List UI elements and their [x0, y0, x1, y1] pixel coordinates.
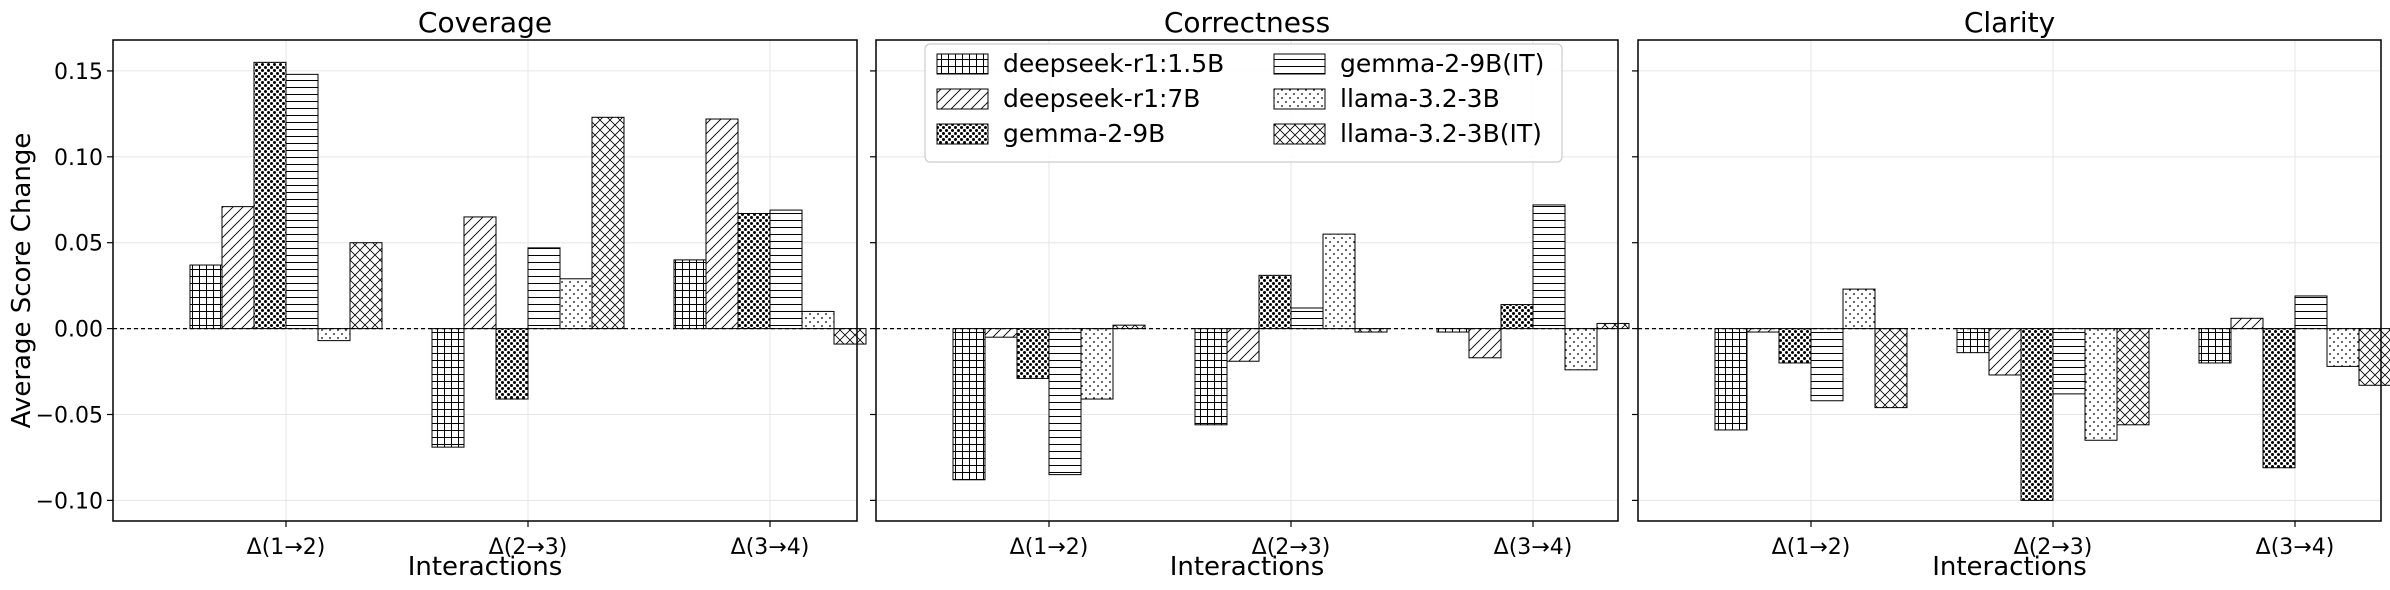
x-axis-label: Interactions	[408, 552, 563, 582]
panel-title: Correctness	[1164, 6, 1330, 39]
legend-label: gemma-2-9B(IT)	[1340, 49, 1544, 78]
bar-llama-3-2-3b-it-	[2358, 328, 2390, 386]
bar-gemma-2-9b	[1500, 304, 1534, 330]
bar-llama-3-2-3b	[1080, 328, 1114, 400]
x-tick-label: Δ(2→3)	[489, 535, 568, 560]
bar-llama-3-2-3b-it-	[1874, 328, 1908, 409]
y-tick-label: 0.10	[54, 146, 103, 171]
bar-deepseek-r1-7b	[1988, 328, 2022, 376]
bar-llama-3-2-3b-it-	[2116, 328, 2150, 426]
y-tick-label: 0.05	[54, 232, 103, 257]
panel-title: Coverage	[418, 6, 552, 39]
bar-gemma-2-9b	[1016, 328, 1050, 379]
panel-correctness: Δ(1→2) Δ(2→3) Δ(3→4) Correctness Interaction…	[870, 6, 1630, 582]
bar-gemma-2-9b	[1778, 328, 1812, 364]
bar-gemma-2-9b-it-	[769, 209, 803, 330]
legend-label: llama-3.2-3B(IT)	[1340, 119, 1542, 148]
bar-llama-3-2-3b-it-	[349, 242, 383, 330]
bar-gemma-2-9b-it-	[1810, 328, 1844, 402]
bar-deepseek-r1-1-5b	[189, 264, 223, 330]
legend-swatch-gemma-2-9b-it-	[1273, 53, 1326, 75]
bar-gemma-2-9b	[495, 328, 529, 400]
legend: deepseek-r1:1.5B deepseek-r1:7B gemma-2-9B…	[924, 43, 1563, 163]
bar-deepseek-r1-7b	[2230, 317, 2264, 330]
legend-label: gemma-2-9B	[1003, 119, 1165, 148]
bar-deepseek-r1-1-5b	[1714, 328, 1748, 431]
legend-swatch-gemma-2-9b	[936, 123, 989, 145]
y-tick-label: 0.15	[54, 60, 103, 85]
bar-llama-3-2-3b	[1842, 288, 1876, 330]
legend-swatch-llama-3-2-3b	[1273, 88, 1326, 110]
bar-deepseek-r1-7b	[1226, 328, 1260, 362]
y-tick-label: −0.05	[36, 403, 103, 428]
y-tick-label: 0.00	[54, 318, 103, 343]
bar-llama-3-2-3b	[1564, 328, 1598, 371]
bar-deepseek-r1-1-5b	[431, 328, 465, 448]
bar-llama-3-2-3b-it-	[591, 116, 625, 330]
x-axis-label: Interactions	[1170, 552, 1325, 582]
bar-deepseek-r1-7b	[221, 206, 255, 330]
legend-label: deepseek-r1:1.5B	[1003, 49, 1224, 78]
bar-llama-3-2-3b-it-	[1596, 322, 1630, 330]
x-tick-label: Δ(1→2)	[247, 535, 326, 560]
bar-llama-3-2-3b	[317, 328, 351, 342]
x-tick-label: Δ(1→2)	[1772, 535, 1851, 560]
bar-gemma-2-9b-it-	[1290, 307, 1324, 330]
legend-swatch-llama-3-2-3b-it-	[1273, 123, 1326, 145]
x-tick-label: Δ(2→3)	[1252, 535, 1331, 560]
bar-llama-3-2-3b-it-	[833, 328, 867, 345]
bar-gemma-2-9b-it-	[2052, 328, 2086, 395]
bar-gemma-2-9b-it-	[285, 73, 319, 330]
bar-llama-3-2-3b	[1322, 233, 1356, 330]
x-tick-label: Δ(1→2)	[1010, 535, 1089, 560]
x-tick-label: Δ(3→4)	[1494, 535, 1573, 560]
bar-gemma-2-9b-it-	[1048, 328, 1082, 476]
panel-clarity: Δ(1→2) Δ(2→3) Δ(3→4) Clarity Interactions	[1632, 6, 2390, 582]
bar-llama-3-2-3b	[2084, 328, 2118, 441]
y-axis-label: Average Score Change	[7, 133, 37, 429]
x-axis-label: Interactions	[1932, 552, 2087, 582]
legend-swatch-deepseek-r1-7b	[936, 88, 989, 110]
bar-gemma-2-9b-it-	[1532, 204, 1566, 330]
bar-llama-3-2-3b-it-	[1354, 328, 1388, 333]
x-tick-label: Δ(3→4)	[731, 535, 810, 560]
x-tick-label: Δ(3→4)	[2256, 535, 2335, 560]
bar-deepseek-r1-7b	[705, 118, 739, 330]
bar-deepseek-r1-1-5b	[952, 328, 986, 481]
bar-deepseek-r1-7b	[463, 216, 497, 330]
bar-deepseek-r1-1-5b	[1956, 328, 1990, 354]
bar-llama-3-2-3b	[2326, 328, 2360, 367]
bar-deepseek-r1-1-5b	[1194, 328, 1228, 426]
axes-frame	[875, 39, 1619, 522]
bar-gemma-2-9b-it-	[527, 247, 561, 330]
bar-gemma-2-9b-it-	[2294, 295, 2328, 330]
legend-swatch-deepseek-r1-1-5b	[936, 53, 989, 75]
bar-deepseek-r1-1-5b	[2198, 328, 2232, 364]
bar-gemma-2-9b	[2020, 328, 2054, 501]
bar-deepseek-r1-7b	[984, 328, 1018, 338]
bar-gemma-2-9b	[253, 61, 287, 330]
legend-label: llama-3.2-3B	[1340, 84, 1500, 113]
legend-box	[924, 43, 1563, 163]
y-tick-label: −0.10	[36, 489, 103, 514]
bar-gemma-2-9b	[2262, 328, 2296, 469]
bar-deepseek-r1-7b	[1468, 328, 1502, 359]
legend-label: deepseek-r1:7B	[1003, 84, 1200, 113]
bar-gemma-2-9b	[1258, 274, 1292, 330]
panel-coverage: −0.10 −0.05 0.00 0.05 0.10 0.15 Δ(1→2) Δ(2→3) Δ(…	[36, 6, 867, 582]
bar-llama-3-2-3b	[801, 310, 835, 330]
bar-gemma-2-9b	[737, 213, 771, 330]
axes-frame	[1637, 39, 2382, 522]
bar-deepseek-r1-1-5b	[673, 259, 707, 330]
bar-llama-3-2-3b	[559, 278, 593, 330]
x-tick-label: Δ(2→3)	[2014, 535, 2093, 560]
axes-frame	[112, 39, 858, 522]
panel-title: Clarity	[1964, 6, 2055, 39]
